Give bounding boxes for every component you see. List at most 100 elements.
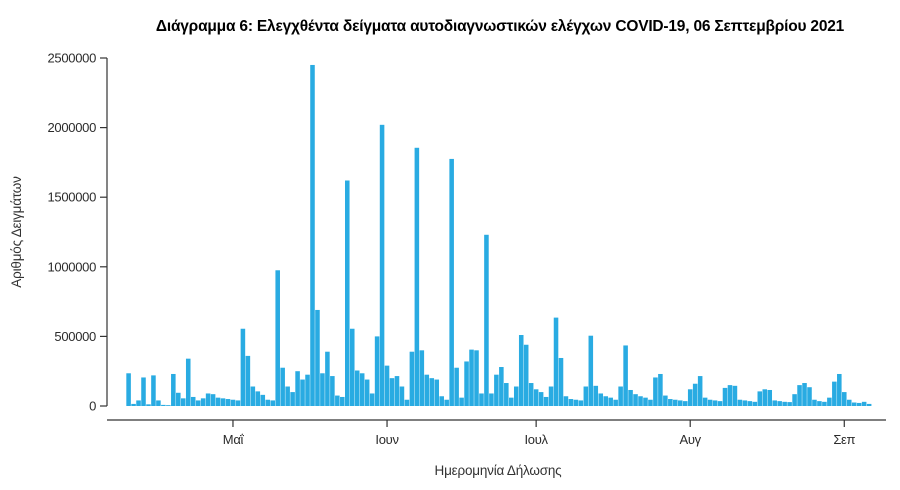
bar [817,401,822,406]
bar [832,381,837,406]
bar [861,401,867,406]
y-tick-label: 2500000 [47,51,96,66]
bar [643,397,648,406]
y-tick-label: 500000 [54,329,96,344]
bar [747,401,753,406]
bar [633,394,638,406]
bar [141,377,146,406]
bar [260,394,266,406]
bar [364,379,370,406]
bar [156,400,161,406]
bar [180,398,186,406]
bar [792,394,797,406]
bar [638,396,643,406]
y-tick-label: 1000000 [47,259,96,274]
bar [827,397,832,406]
bar [777,401,782,406]
bar [613,399,618,406]
bar [429,378,435,406]
bar [300,379,305,406]
bar [424,374,430,406]
bar [553,317,559,406]
bar [479,393,484,406]
bar [787,402,792,406]
bar [354,370,360,406]
bar [374,336,380,406]
bar [678,400,683,406]
bar [409,351,415,406]
bar [146,404,151,406]
bar [528,383,534,406]
bar [538,392,544,406]
bar [593,385,599,406]
y-tick-label: 0 [89,399,96,414]
bar [558,357,564,406]
bar [290,392,295,406]
bar [320,373,325,406]
bar [205,393,211,406]
bar [757,391,763,406]
bar [315,309,320,406]
bar [459,397,464,406]
bar [464,361,469,406]
x-axis: Μαΐ Ιουν Ιουλ Αυγ Σεπ [107,419,886,447]
bar [673,399,678,406]
bar [245,355,251,406]
x-tick-label: Μαΐ [223,432,245,447]
bar [762,389,768,406]
bar [210,394,216,406]
y-tick-label: 2000000 [47,120,96,135]
bar [414,147,420,406]
bar [230,399,236,406]
bar [603,396,608,406]
x-axis-title: Ημερομηνία Δήλωσης [435,463,563,478]
bar [215,397,221,406]
bar [608,397,613,406]
bar [702,397,708,406]
bar [737,399,743,406]
bar [275,270,280,406]
bar [588,335,594,406]
bar [767,389,773,406]
bar [707,399,713,406]
bar [717,401,723,406]
bar [161,404,166,406]
bar [345,180,350,406]
bar [518,335,524,406]
bar [474,350,479,406]
bar [419,350,425,406]
bar [658,373,663,406]
bar [265,399,271,406]
bar [285,386,290,406]
bar [270,400,276,406]
bar [151,375,156,406]
bar [548,386,554,406]
bar [846,399,852,406]
bar [136,400,141,406]
bar [668,399,673,406]
bar [379,124,385,406]
bar [384,365,390,406]
bar [807,387,812,406]
bar [623,345,628,406]
bar [856,402,862,406]
bar [628,389,633,406]
bar [469,349,474,406]
y-tick-label: 1500000 [47,190,96,205]
bar [131,403,136,406]
bar [389,378,395,406]
bar [563,396,569,406]
bar [295,371,300,406]
bar [732,385,738,406]
bar [176,392,181,406]
bar [171,373,176,406]
bar [802,383,807,406]
bar [449,158,454,406]
bar [499,367,504,406]
bar [225,399,231,406]
bar [235,400,241,406]
bar [866,403,872,406]
bar [255,391,261,406]
bar [583,386,589,406]
